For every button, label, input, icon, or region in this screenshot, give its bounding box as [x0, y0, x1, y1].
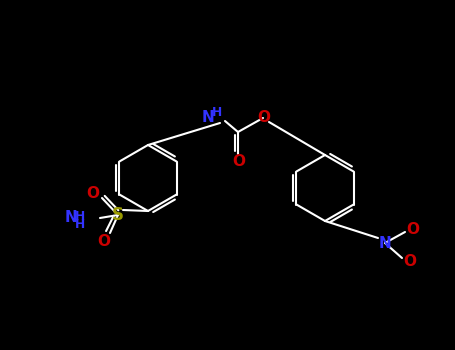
Text: O: O — [406, 223, 420, 238]
Text: O: O — [258, 110, 271, 125]
Text: N: N — [379, 236, 391, 251]
Text: N: N — [65, 210, 77, 225]
Text: O: O — [233, 154, 246, 168]
Text: H: H — [75, 218, 85, 231]
Text: N: N — [202, 111, 214, 126]
Text: H: H — [212, 105, 222, 119]
Text: O: O — [97, 234, 111, 250]
Text: H: H — [75, 210, 85, 224]
Text: O: O — [404, 253, 416, 268]
Text: S: S — [112, 206, 124, 224]
Text: O: O — [86, 187, 100, 202]
